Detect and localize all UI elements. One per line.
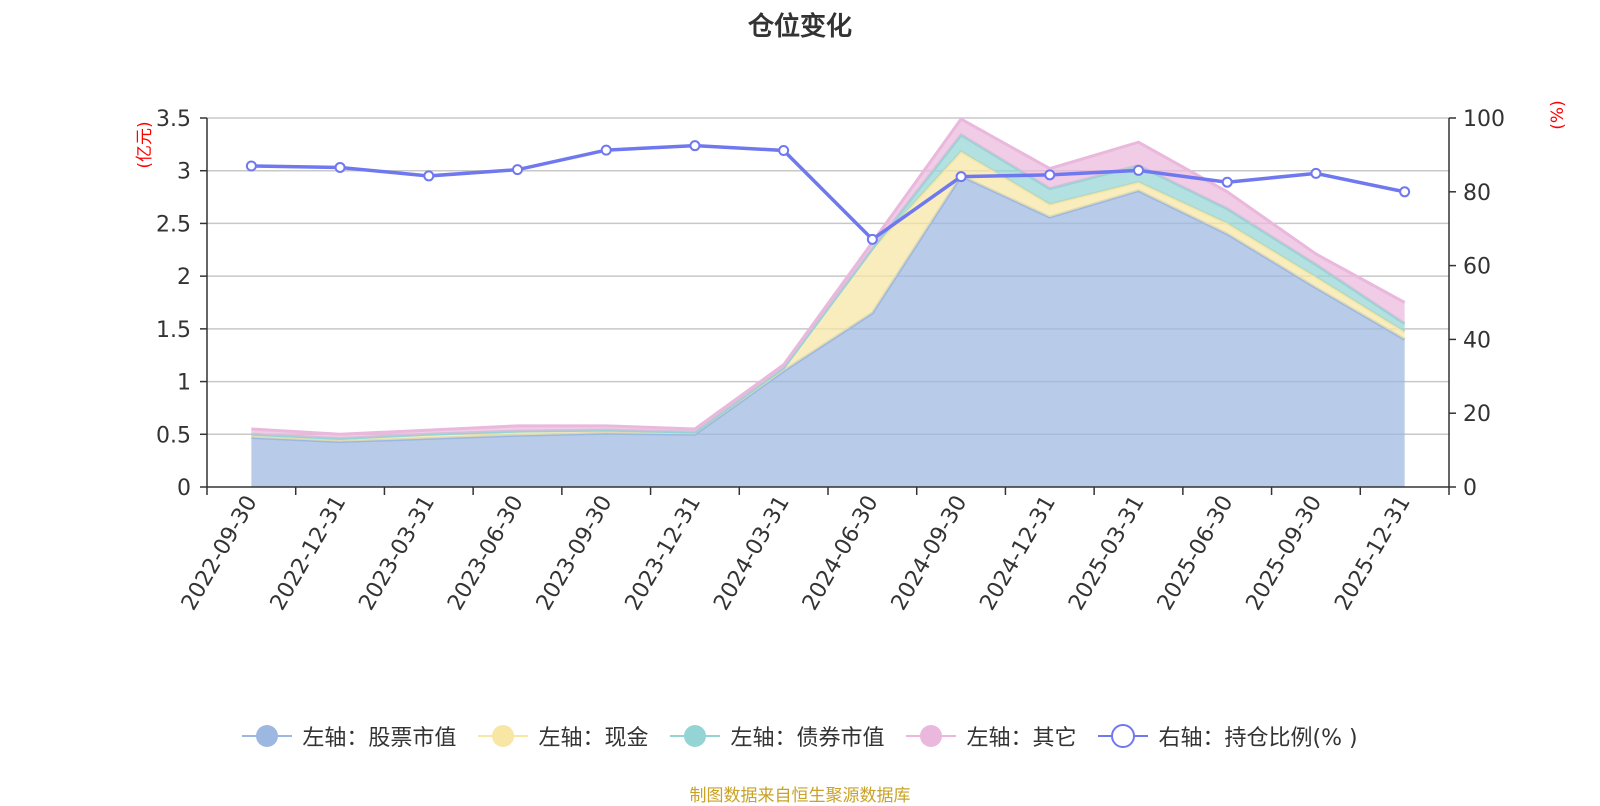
y-right-tick-label: 40: [1463, 328, 1491, 353]
ratio-line-path: [251, 143, 1405, 242]
stacked-areas: [251, 117, 1406, 487]
ratio-point: [423, 170, 435, 182]
y-right-tick-label: 60: [1463, 255, 1491, 280]
y-left-tick-label: 2.5: [156, 212, 191, 237]
x-tick-label: 2025-09-30: [1242, 492, 1328, 615]
legend-marker-icon: [478, 725, 529, 747]
legend-marker-icon: [670, 725, 721, 747]
legend-item[interactable]: 左轴：现金: [478, 720, 648, 752]
x-tick-label: 2022-09-30: [177, 492, 263, 615]
y-left-tick-label: 1.5: [156, 318, 191, 343]
ratio-point: [1221, 176, 1233, 188]
y-right-tick-label: 0: [1463, 476, 1477, 501]
legend: 左轴：股票市值 左轴：现金 左轴：债券市值 左轴：其它 右轴：持仓比例(% ): [0, 720, 1600, 752]
ratio-point: [512, 164, 523, 176]
x-tick-label: 2025-12-31: [1330, 492, 1416, 615]
chart-title: 仓位变化: [747, 12, 852, 42]
x-tick-label: 2025-03-31: [1064, 492, 1150, 615]
x-tick-label: 2023-06-30: [443, 492, 529, 615]
ratio-point: [1044, 169, 1056, 181]
y-left-tick-label: 0: [177, 476, 191, 501]
y-left-axis-label: (亿元): [135, 121, 155, 168]
ratio-point: [778, 144, 790, 156]
area-edge-3: [251, 117, 1406, 436]
x-tick-label: 2022-12-31: [266, 492, 352, 615]
area-edge-0: [251, 174, 1406, 444]
y-left-tick-label: 3: [177, 160, 191, 185]
ratio-point: [955, 171, 967, 183]
legend-item[interactable]: 右轴：持仓比例(% ): [1098, 720, 1358, 752]
x-tick-label: 2023-12-31: [621, 492, 707, 615]
legend-marker-icon: [1098, 724, 1149, 748]
legend-label: 左轴：股票市值: [302, 726, 457, 751]
legend-marker-circle: [492, 725, 515, 747]
y-left-tick-label: 2: [177, 265, 191, 290]
x-tick-label: 2023-03-31: [354, 492, 440, 615]
y-left-tick-label: 0.5: [156, 423, 191, 448]
legend-label: 右轴：持仓比例(% ): [1158, 726, 1358, 751]
ratio-point: [689, 140, 701, 152]
x-tick-label: 2024-12-31: [975, 492, 1061, 615]
legend-marker-icon: [242, 725, 293, 747]
y-right-tick-label: 80: [1463, 181, 1491, 206]
x-tick-label: 2024-03-31: [709, 492, 795, 615]
source-note: 制图数据来自恒生聚源数据库: [689, 786, 911, 806]
legend-marker-circle: [256, 725, 279, 747]
area-series-0: [251, 175, 1405, 487]
legend-item[interactable]: 左轴：债券市值: [670, 720, 884, 752]
legend-item[interactable]: 左轴：其它: [906, 720, 1076, 752]
legend-label: 左轴：债券市值: [730, 726, 885, 751]
legend-label: 左轴：现金: [538, 726, 649, 751]
legend-marker-circle: [1111, 724, 1136, 748]
ratio-line: [245, 140, 1411, 245]
ratio-point: [1133, 164, 1144, 176]
legend-item[interactable]: 左轴：股票市值: [242, 720, 456, 752]
ratio-point: [866, 233, 878, 245]
legend-marker-icon: [906, 725, 957, 747]
legend-label: 左轴：其它: [966, 726, 1077, 751]
x-tick-label: 2023-09-30: [532, 492, 618, 615]
y-left-tick-label: 1: [177, 371, 191, 396]
y-left-tick-label: 3.5: [156, 107, 191, 132]
x-tick-label: 2024-09-30: [887, 492, 973, 615]
ratio-point: [1399, 186, 1411, 198]
legend-marker-circle: [920, 725, 943, 747]
x-tick-label: 2024-06-30: [798, 492, 884, 615]
ratio-point: [245, 160, 257, 172]
x-tick-label: 2025-06-30: [1153, 492, 1239, 615]
y-right-tick-label: 20: [1463, 402, 1491, 427]
y-right-axis-label: (%): [1548, 100, 1568, 129]
legend-marker-circle: [684, 725, 707, 747]
ratio-point: [1310, 167, 1322, 179]
ratio-point: [334, 161, 346, 173]
ratio-point: [600, 144, 612, 156]
y-right-tick-label: 100: [1463, 107, 1505, 132]
